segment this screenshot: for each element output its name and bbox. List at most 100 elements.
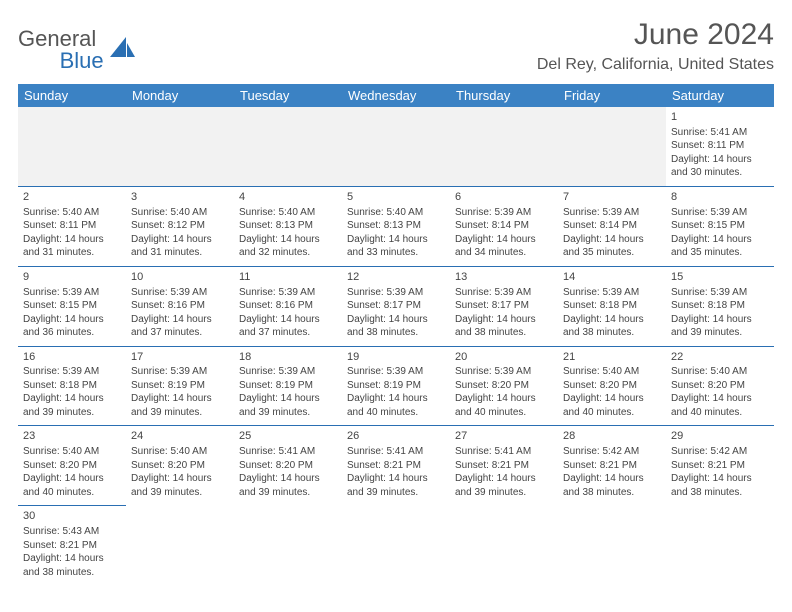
calendar-body: 1Sunrise: 5:41 AMSunset: 8:11 PMDaylight… bbox=[18, 107, 774, 585]
calendar-row: 1Sunrise: 5:41 AMSunset: 8:11 PMDaylight… bbox=[18, 107, 774, 186]
calendar-cell: 12Sunrise: 5:39 AMSunset: 8:17 PMDayligh… bbox=[342, 266, 450, 346]
sunset-line: Sunset: 8:21 PM bbox=[347, 459, 445, 473]
sunrise-line: Sunrise: 5:39 AM bbox=[23, 286, 121, 300]
sunset-line: Sunset: 8:18 PM bbox=[23, 379, 121, 393]
daylight-line: Daylight: 14 hours and 39 minutes. bbox=[671, 313, 769, 340]
day-number: 14 bbox=[563, 270, 661, 285]
sunset-line: Sunset: 8:16 PM bbox=[239, 299, 337, 313]
calendar-cell: 8Sunrise: 5:39 AMSunset: 8:15 PMDaylight… bbox=[666, 186, 774, 266]
day-number: 17 bbox=[131, 350, 229, 365]
sunset-line: Sunset: 8:18 PM bbox=[671, 299, 769, 313]
sail-icon bbox=[108, 35, 136, 66]
day-number: 16 bbox=[23, 350, 121, 365]
calendar-cell: 19Sunrise: 5:39 AMSunset: 8:19 PMDayligh… bbox=[342, 346, 450, 426]
calendar-cell: 28Sunrise: 5:42 AMSunset: 8:21 PMDayligh… bbox=[558, 426, 666, 506]
daylight-line: Daylight: 14 hours and 38 minutes. bbox=[563, 472, 661, 499]
sunset-line: Sunset: 8:15 PM bbox=[671, 219, 769, 233]
sunset-line: Sunset: 8:20 PM bbox=[23, 459, 121, 473]
sunrise-line: Sunrise: 5:39 AM bbox=[23, 365, 121, 379]
calendar-cell: 18Sunrise: 5:39 AMSunset: 8:19 PMDayligh… bbox=[234, 346, 342, 426]
sunrise-line: Sunrise: 5:40 AM bbox=[131, 206, 229, 220]
daylight-line: Daylight: 14 hours and 40 minutes. bbox=[671, 392, 769, 419]
calendar-cell: 29Sunrise: 5:42 AMSunset: 8:21 PMDayligh… bbox=[666, 426, 774, 506]
daylight-line: Daylight: 14 hours and 32 minutes. bbox=[239, 233, 337, 260]
day-number: 1 bbox=[671, 110, 769, 125]
calendar-cell: 2Sunrise: 5:40 AMSunset: 8:11 PMDaylight… bbox=[18, 186, 126, 266]
daylight-line: Daylight: 14 hours and 35 minutes. bbox=[671, 233, 769, 260]
calendar-row: 23Sunrise: 5:40 AMSunset: 8:20 PMDayligh… bbox=[18, 426, 774, 506]
calendar-cell: 3Sunrise: 5:40 AMSunset: 8:12 PMDaylight… bbox=[126, 186, 234, 266]
day-number: 23 bbox=[23, 429, 121, 444]
sunrise-line: Sunrise: 5:43 AM bbox=[23, 525, 121, 539]
day-number: 6 bbox=[455, 190, 553, 205]
sunrise-line: Sunrise: 5:40 AM bbox=[131, 445, 229, 459]
daylight-line: Daylight: 14 hours and 30 minutes. bbox=[671, 153, 769, 180]
sunset-line: Sunset: 8:20 PM bbox=[563, 379, 661, 393]
weekday-header: Wednesday bbox=[342, 84, 450, 107]
calendar-cell: 1Sunrise: 5:41 AMSunset: 8:11 PMDaylight… bbox=[666, 107, 774, 186]
daylight-line: Daylight: 14 hours and 40 minutes. bbox=[23, 472, 121, 499]
sunrise-line: Sunrise: 5:40 AM bbox=[563, 365, 661, 379]
day-number: 2 bbox=[23, 190, 121, 205]
day-number: 10 bbox=[131, 270, 229, 285]
calendar-row: 30Sunrise: 5:43 AMSunset: 8:21 PMDayligh… bbox=[18, 506, 774, 585]
sunrise-line: Sunrise: 5:39 AM bbox=[455, 286, 553, 300]
calendar-cell: 14Sunrise: 5:39 AMSunset: 8:18 PMDayligh… bbox=[558, 266, 666, 346]
daylight-line: Daylight: 14 hours and 38 minutes. bbox=[455, 313, 553, 340]
calendar-cell: 4Sunrise: 5:40 AMSunset: 8:13 PMDaylight… bbox=[234, 186, 342, 266]
weekday-header-row: SundayMondayTuesdayWednesdayThursdayFrid… bbox=[18, 84, 774, 107]
sunset-line: Sunset: 8:12 PM bbox=[131, 219, 229, 233]
daylight-line: Daylight: 14 hours and 39 minutes. bbox=[239, 392, 337, 419]
daylight-line: Daylight: 14 hours and 36 minutes. bbox=[23, 313, 121, 340]
sunrise-line: Sunrise: 5:39 AM bbox=[671, 286, 769, 300]
calendar-cell: 23Sunrise: 5:40 AMSunset: 8:20 PMDayligh… bbox=[18, 426, 126, 506]
daylight-line: Daylight: 14 hours and 33 minutes. bbox=[347, 233, 445, 260]
calendar-cell: 10Sunrise: 5:39 AMSunset: 8:16 PMDayligh… bbox=[126, 266, 234, 346]
sunset-line: Sunset: 8:21 PM bbox=[563, 459, 661, 473]
calendar-cell: 13Sunrise: 5:39 AMSunset: 8:17 PMDayligh… bbox=[450, 266, 558, 346]
daylight-line: Daylight: 14 hours and 31 minutes. bbox=[131, 233, 229, 260]
calendar-cell: 6Sunrise: 5:39 AMSunset: 8:14 PMDaylight… bbox=[450, 186, 558, 266]
day-number: 26 bbox=[347, 429, 445, 444]
logo-part-b: Blue bbox=[60, 48, 104, 73]
day-number: 13 bbox=[455, 270, 553, 285]
daylight-line: Daylight: 14 hours and 39 minutes. bbox=[23, 392, 121, 419]
day-number: 8 bbox=[671, 190, 769, 205]
sunset-line: Sunset: 8:11 PM bbox=[671, 139, 769, 153]
sunset-line: Sunset: 8:18 PM bbox=[563, 299, 661, 313]
weekday-header: Sunday bbox=[18, 84, 126, 107]
daylight-line: Daylight: 14 hours and 39 minutes. bbox=[455, 472, 553, 499]
sunset-line: Sunset: 8:19 PM bbox=[131, 379, 229, 393]
title-block: June 2024 Del Rey, California, United St… bbox=[537, 18, 774, 74]
sunrise-line: Sunrise: 5:41 AM bbox=[239, 445, 337, 459]
weekday-header: Tuesday bbox=[234, 84, 342, 107]
calendar-cell: 25Sunrise: 5:41 AMSunset: 8:20 PMDayligh… bbox=[234, 426, 342, 506]
calendar-row: 9Sunrise: 5:39 AMSunset: 8:15 PMDaylight… bbox=[18, 266, 774, 346]
daylight-line: Daylight: 14 hours and 38 minutes. bbox=[23, 552, 121, 579]
sunset-line: Sunset: 8:14 PM bbox=[563, 219, 661, 233]
day-number: 15 bbox=[671, 270, 769, 285]
daylight-line: Daylight: 14 hours and 39 minutes. bbox=[131, 392, 229, 419]
calendar-cell: 27Sunrise: 5:41 AMSunset: 8:21 PMDayligh… bbox=[450, 426, 558, 506]
month-title: June 2024 bbox=[537, 18, 774, 52]
day-number: 22 bbox=[671, 350, 769, 365]
sunrise-line: Sunrise: 5:41 AM bbox=[671, 126, 769, 140]
daylight-line: Daylight: 14 hours and 40 minutes. bbox=[347, 392, 445, 419]
day-number: 27 bbox=[455, 429, 553, 444]
sunset-line: Sunset: 8:21 PM bbox=[455, 459, 553, 473]
sunrise-line: Sunrise: 5:39 AM bbox=[563, 206, 661, 220]
calendar-table: SundayMondayTuesdayWednesdayThursdayFrid… bbox=[18, 84, 774, 585]
weekday-header: Friday bbox=[558, 84, 666, 107]
sunset-line: Sunset: 8:13 PM bbox=[239, 219, 337, 233]
calendar-cell: 22Sunrise: 5:40 AMSunset: 8:20 PMDayligh… bbox=[666, 346, 774, 426]
daylight-line: Daylight: 14 hours and 38 minutes. bbox=[563, 313, 661, 340]
sunset-line: Sunset: 8:21 PM bbox=[671, 459, 769, 473]
logo-text: General GenBlue bbox=[18, 28, 104, 72]
sunrise-line: Sunrise: 5:39 AM bbox=[347, 365, 445, 379]
sunrise-line: Sunrise: 5:39 AM bbox=[671, 206, 769, 220]
calendar-cell bbox=[558, 107, 666, 186]
sunset-line: Sunset: 8:19 PM bbox=[347, 379, 445, 393]
sunset-line: Sunset: 8:20 PM bbox=[239, 459, 337, 473]
sunset-line: Sunset: 8:20 PM bbox=[671, 379, 769, 393]
daylight-line: Daylight: 14 hours and 39 minutes. bbox=[347, 472, 445, 499]
